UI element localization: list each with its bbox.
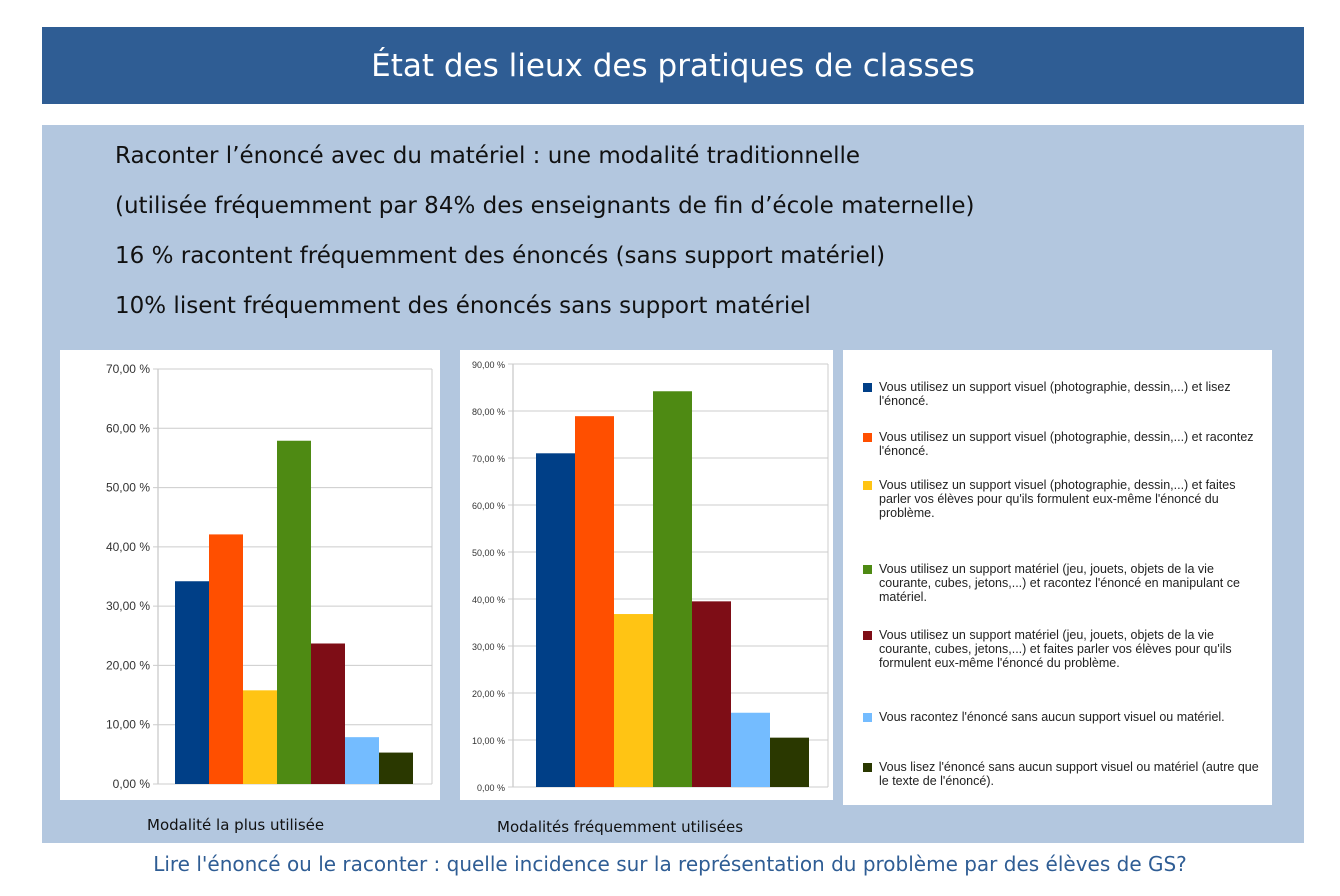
y-tick-label: 50,00 % bbox=[472, 548, 505, 558]
chart-frequently-used: 0,00 % 10,00 % 20,00 % 30,00 % 40,00 % 50,00 … bbox=[460, 350, 833, 800]
y-tick-label: 70,00 % bbox=[472, 454, 505, 464]
summary-line: 10% lisent fréquemment des énoncés sans … bbox=[115, 293, 811, 319]
summary-line: (utilisée fréquemment par 84% des enseig… bbox=[115, 193, 975, 219]
y-tick-label: 40,00 % bbox=[106, 540, 150, 554]
bar bbox=[243, 690, 277, 784]
y-tick-label: 30,00 % bbox=[106, 599, 150, 613]
footer-question: Lire l'énoncé ou le raconter : quelle in… bbox=[153, 852, 1187, 876]
bar bbox=[209, 534, 243, 784]
chart-most-used: 0,00 % 10,00 % 20,00 % 30,00 % 40,00 % 50,00 … bbox=[60, 350, 440, 800]
chart-svg: 0,00 % 10,00 % 20,00 % 30,00 % 40,00 % 50,00 … bbox=[472, 360, 829, 793]
y-tick-label: 30,00 % bbox=[472, 642, 505, 652]
y-tick-label: 60,00 % bbox=[472, 501, 505, 511]
summary-line: Raconter l’énoncé avec du matériel : une… bbox=[115, 143, 861, 169]
bar bbox=[731, 712, 770, 787]
slide-title: État des lieux des pratiques de classes bbox=[42, 27, 1304, 104]
y-tick-label: 40,00 % bbox=[472, 595, 505, 605]
legend-item: Vous utilisez un support matériel (jeu, … bbox=[863, 628, 1259, 670]
bar bbox=[770, 737, 809, 787]
legend-swatch bbox=[863, 713, 872, 722]
legend-label: Vous utilisez un support visuel (photogr… bbox=[879, 380, 1231, 408]
y-tick-label: 20,00 % bbox=[472, 689, 505, 699]
bar bbox=[277, 440, 311, 784]
chart-svg: 0,00 % 10,00 % 20,00 % 30,00 % 40,00 % 50,00 … bbox=[106, 362, 433, 791]
legend-swatch bbox=[863, 565, 872, 574]
legend-label: Vous utilisez un support visuel (photogr… bbox=[879, 430, 1254, 458]
y-tick-label: 0,00 % bbox=[113, 777, 151, 791]
legend-item: Vous utilisez un support visuel (photogr… bbox=[863, 430, 1259, 458]
legend-swatch bbox=[863, 481, 872, 490]
bar bbox=[575, 416, 614, 787]
legend-label: Vous racontez l'énoncé sans aucun suppor… bbox=[879, 710, 1225, 724]
legend-swatch bbox=[863, 631, 872, 640]
bar bbox=[536, 453, 575, 787]
summary-lines: Raconter l’énoncé avec du matériel : une… bbox=[115, 136, 975, 336]
bar bbox=[653, 391, 692, 787]
summary-line: 16 % racontent fréquemment des énoncés (… bbox=[115, 243, 886, 269]
legend-label: Vous utilisez un support visuel (photogr… bbox=[879, 478, 1236, 520]
y-tick-label: 0,00 % bbox=[477, 783, 505, 793]
chart-caption: Modalités fréquemment utilisées bbox=[497, 818, 744, 836]
y-tick-label: 10,00 % bbox=[472, 736, 505, 746]
legend-item: Vous utilisez un support matériel (jeu, … bbox=[863, 562, 1259, 604]
y-tick-label: 20,00 % bbox=[106, 658, 150, 672]
legend-swatch bbox=[863, 383, 872, 392]
bar bbox=[175, 581, 209, 784]
legend-label: Vous lisez l'énoncé sans aucun support v… bbox=[879, 760, 1259, 788]
legend-item: Vous utilisez un support visuel (photogr… bbox=[863, 380, 1259, 408]
legend-label: Vous utilisez un support matériel (jeu, … bbox=[879, 562, 1240, 604]
bar bbox=[379, 752, 413, 784]
y-tick-label: 80,00 % bbox=[472, 407, 505, 417]
y-tick-label: 60,00 % bbox=[106, 421, 150, 435]
legend-item: Vous lisez l'énoncé sans aucun support v… bbox=[863, 760, 1259, 788]
legend-swatch bbox=[863, 763, 872, 772]
y-tick-label: 50,00 % bbox=[106, 481, 150, 495]
bar bbox=[345, 737, 379, 784]
bar bbox=[692, 601, 731, 787]
legend-item: Vous racontez l'énoncé sans aucun suppor… bbox=[863, 710, 1259, 724]
chart-caption: Modalité la plus utilisée bbox=[147, 816, 325, 834]
y-tick-label: 10,00 % bbox=[106, 718, 150, 732]
y-tick-label: 90,00 % bbox=[472, 360, 505, 370]
chart-legend: Vous utilisez un support visuel (photogr… bbox=[843, 350, 1272, 805]
bar bbox=[311, 643, 345, 784]
y-tick-label: 70,00 % bbox=[106, 362, 150, 376]
legend-swatch bbox=[863, 433, 872, 442]
legend-item: Vous utilisez un support visuel (photogr… bbox=[863, 478, 1259, 520]
legend-label: Vous utilisez un support matériel (jeu, … bbox=[879, 628, 1232, 670]
bar bbox=[614, 614, 653, 787]
